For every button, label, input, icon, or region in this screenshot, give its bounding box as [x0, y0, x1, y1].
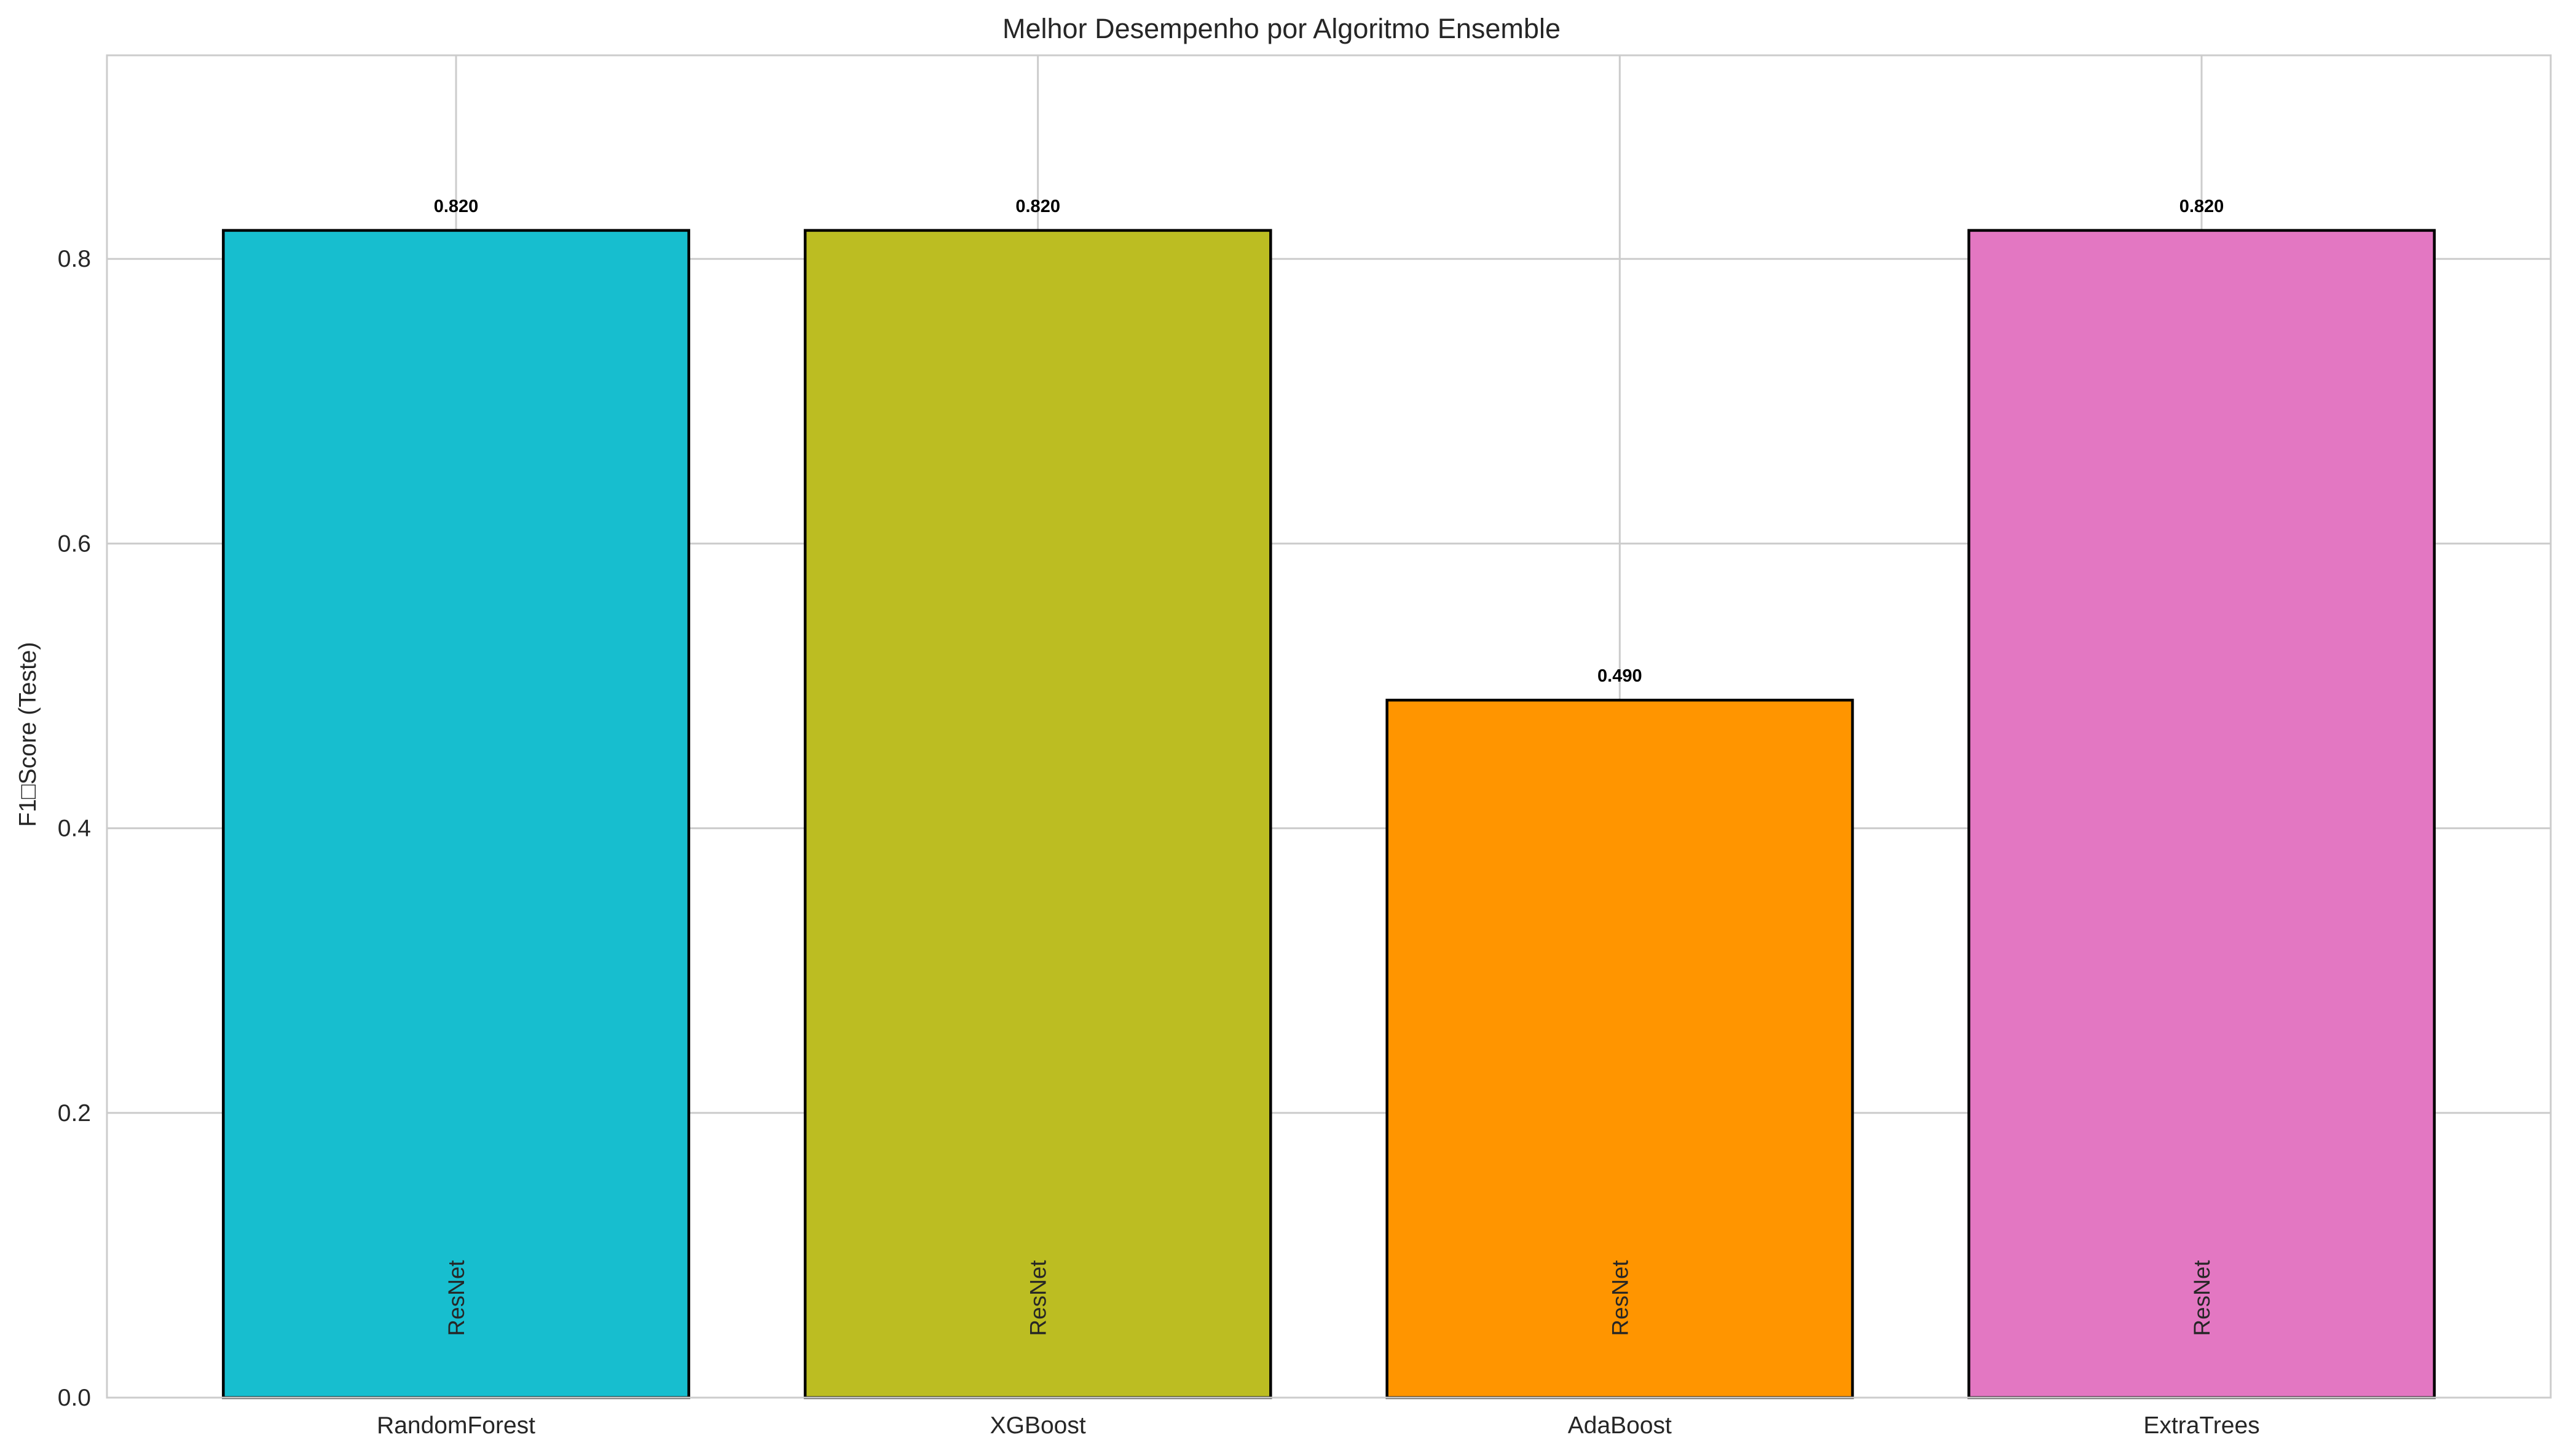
bars-layer — [222, 229, 2436, 1399]
bar-annotation: ResNet — [444, 1260, 469, 1336]
x-tick-label: AdaBoost — [1568, 1412, 1672, 1439]
labels-layer: 0.0 0.2 0.4 0.6 0.8 0.820 ResNet RandomForest 0.… — [58, 197, 2260, 1439]
bar-extratrees — [1967, 229, 2436, 1399]
bar-annotation: ResNet — [1026, 1260, 1051, 1336]
y-axis-label: F1□Score (Teste) — [15, 642, 41, 827]
bar-annotation: ResNet — [2189, 1260, 2215, 1336]
x-tick-label: ExtraTrees — [2143, 1412, 2259, 1439]
x-tick-label: XGBoost — [990, 1412, 1086, 1439]
y-tick-label: 0.0 — [58, 1385, 91, 1411]
bar-randomforest — [222, 229, 690, 1399]
y-tick-label: 0.6 — [58, 530, 91, 557]
chart-title: Melhor Desempenho por Algoritmo Ensemble — [1002, 13, 1561, 44]
plot-frame — [106, 54, 2552, 1399]
value-label: 0.820 — [434, 197, 479, 216]
bar-xgboost — [803, 229, 1272, 1399]
y-tick-label: 0.8 — [58, 246, 91, 272]
bar-adaboost — [1385, 698, 1854, 1399]
value-label: 0.820 — [2179, 197, 2224, 216]
bar-annotation: ResNet — [1607, 1260, 1632, 1336]
y-tick-label: 0.4 — [58, 816, 91, 842]
x-tick-label: RandomForest — [377, 1412, 535, 1439]
value-label: 0.490 — [1597, 666, 1642, 686]
y-tick-label: 0.2 — [58, 1100, 91, 1127]
value-label: 0.820 — [1015, 197, 1060, 216]
